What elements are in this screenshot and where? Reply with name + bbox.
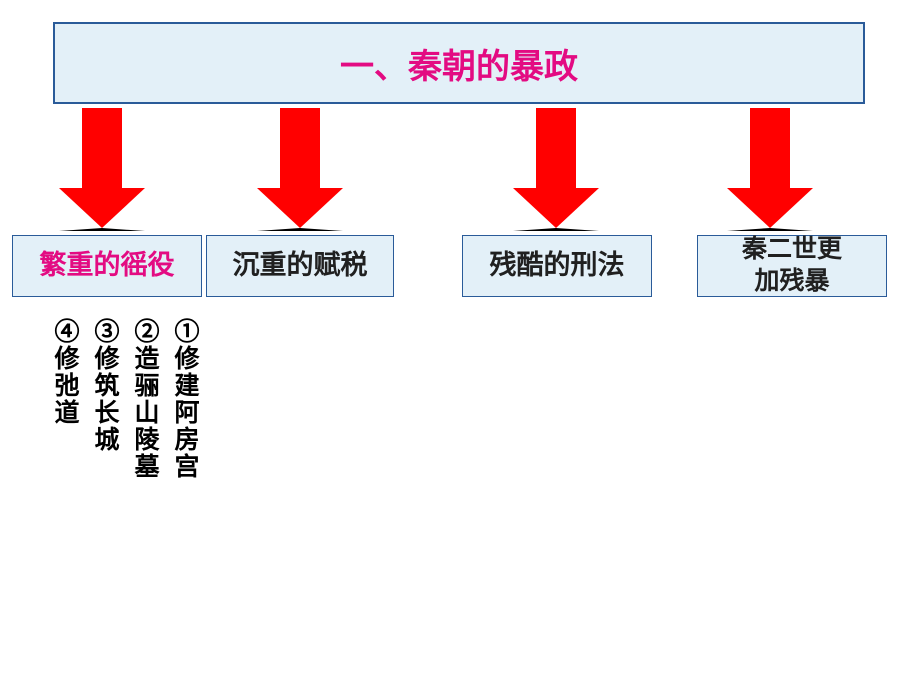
vertical-list-item: ③修筑长城 <box>86 318 122 480</box>
sub-box-text: 沉重的赋税 <box>233 248 368 283</box>
sub-box: 残酷的刑法 <box>462 235 652 297</box>
vertical-list-item: ②造骊山陵墓 <box>126 318 162 480</box>
sub-box: 沉重的赋税 <box>206 235 394 297</box>
arrow-head <box>59 188 145 231</box>
down-arrow <box>59 108 145 228</box>
sub-box-text: 秦二世更 加残暴 <box>742 234 842 299</box>
vertical-list: ①修建阿房宫②造骊山陵墓③修筑长城④修弛道 <box>44 318 204 480</box>
arrow-stem <box>536 108 576 188</box>
vertical-list-item: ①修建阿房宫 <box>166 318 202 480</box>
arrow-stem <box>750 108 790 188</box>
vertical-list-item: ④修弛道 <box>46 318 82 480</box>
diagram-title-text: 一、秦朝的暴政 <box>340 39 578 88</box>
diagram-title: 一、秦朝的暴政 <box>53 22 865 104</box>
sub-box: 繁重的徭役 <box>12 235 202 297</box>
arrow-head <box>257 188 343 231</box>
sub-box: 秦二世更 加残暴 <box>697 235 887 297</box>
arrow-head <box>513 188 599 231</box>
arrow-head <box>727 188 813 231</box>
down-arrow <box>727 108 813 228</box>
down-arrow <box>257 108 343 228</box>
arrow-stem <box>280 108 320 188</box>
arrow-stem <box>82 108 122 188</box>
sub-box-text: 残酷的刑法 <box>490 248 625 283</box>
down-arrow <box>513 108 599 228</box>
sub-box-text: 繁重的徭役 <box>40 248 175 283</box>
